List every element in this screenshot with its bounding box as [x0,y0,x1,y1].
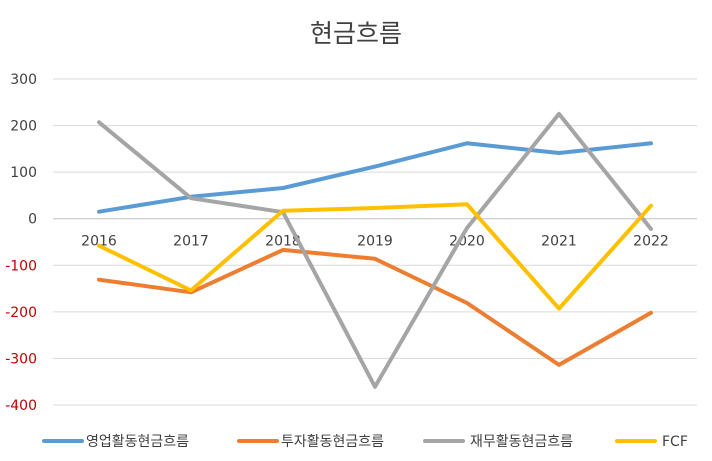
x-tick-label: 2021 [541,234,577,250]
legend-label-3: 재무활동현금흐름 [470,434,573,450]
series-line-4 [97,202,653,311]
y-tick-label: -100 [5,258,37,274]
series-line-1 [97,141,653,214]
x-tick-label: 2016 [81,234,117,250]
chart-title: 현금흐름 [310,19,402,48]
y-tick-label: -400 [5,398,37,414]
series-line-2 [97,247,653,367]
x-tick-label: 2017 [173,234,209,250]
series-lines [97,111,653,389]
x-tick-label: 2022 [633,234,669,250]
legend-label-1: 영업활동현금흐름 [86,434,189,450]
y-tick-label: -200 [5,305,37,321]
x-tick-label: 2019 [357,234,393,250]
legend-label-2: 투자활동현금흐름 [281,434,384,450]
y-tick-label: 0 [28,212,37,228]
x-axis-ticks: 2016 2017 2018 2019 2020 2021 2022 [81,234,669,250]
legend: 영업활동현금흐름 투자활동현금흐름 재무활동현금흐름 FCF [42,434,688,450]
x-tick-label: 2018 [265,234,301,250]
y-axis-ticks: 300 200 100 0 -100 -200 -300 -400 [5,72,37,414]
legend-label-4: FCF [662,434,688,450]
y-tick-label: 100 [10,165,37,181]
y-tick-label: -300 [5,351,37,367]
y-tick-label: 200 [10,119,37,135]
y-tick-label: 300 [10,72,37,88]
series-line-3 [97,111,653,389]
